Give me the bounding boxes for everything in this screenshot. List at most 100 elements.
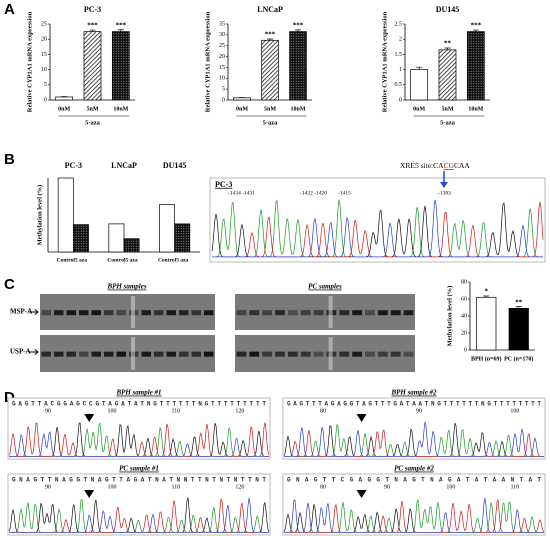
x-tick-label: 0nM [58, 106, 70, 112]
gel-band [403, 351, 414, 357]
gel-band [262, 351, 273, 357]
y-axis-label: Relative CYP1A1 mRNA expression [26, 11, 33, 112]
y-tick-label: 35 [219, 21, 225, 27]
y-axis-label: Methylation level (%) [446, 286, 453, 347]
y-tick-label: 15 [219, 65, 225, 71]
position-label: -1422 -1420 [300, 190, 327, 196]
chart-title: PC-3 [84, 5, 101, 14]
gel [40, 335, 215, 372]
x-tick-label: 5nM [264, 106, 276, 112]
trace-frame [209, 177, 546, 263]
gel [235, 335, 415, 372]
y-tick-label: 1 [399, 67, 402, 73]
bar [123, 238, 140, 253]
error-bar [515, 306, 522, 309]
gel-band [116, 351, 126, 357]
bar [55, 96, 74, 101]
bar [72, 224, 89, 253]
y-tick-label: 20 [461, 330, 467, 336]
y-tick-label: 80 [461, 279, 467, 285]
gel-band [313, 310, 324, 316]
y-tick-label: 10 [219, 76, 225, 82]
gel-band [204, 310, 214, 316]
gel-marker [131, 296, 135, 328]
gel-band [390, 310, 401, 316]
gel-band [104, 351, 114, 357]
significance: *** [265, 31, 276, 39]
y-tick-label: 0.5 [395, 82, 403, 88]
bar [476, 296, 497, 351]
gel-band [249, 310, 260, 316]
chart-title: LNCaP [257, 5, 283, 14]
gel [40, 294, 215, 330]
gel-band [104, 310, 114, 316]
gel-band [66, 310, 76, 316]
y-tick-label: 15 [41, 52, 47, 58]
y-tick-label: 1.5 [395, 52, 403, 58]
gel-band [403, 310, 414, 316]
position-label: -1415 [338, 190, 351, 196]
gel-band [191, 310, 201, 316]
x-tick-label: 5nM [442, 106, 454, 112]
x-tick-label: 10nM [291, 106, 306, 112]
gel-band [287, 310, 298, 316]
sequence: GAGTTTAGAGGTAGTTTGATAATNGTTTTTTNGTTTTTTT… [287, 401, 541, 408]
y-tick-label: 20 [41, 37, 47, 43]
trace [212, 199, 543, 258]
marker-arrow [356, 414, 367, 422]
bar [159, 204, 176, 253]
gel-band [365, 351, 375, 357]
y-tick-label: 5 [222, 87, 225, 93]
y-tick-label: 60 [461, 296, 467, 302]
y-tick-label: 10 [41, 67, 47, 73]
gel-band [287, 351, 298, 357]
bar [508, 308, 529, 351]
bar [466, 31, 485, 101]
marker-arrow [84, 490, 95, 498]
position-label: 90 [416, 408, 422, 414]
gel-band [191, 351, 201, 357]
significance: ** [444, 40, 452, 48]
x-tick-label: 0nM [236, 106, 248, 112]
bar [261, 39, 279, 101]
gel-band [179, 351, 189, 357]
x-tick-label: 5 aza [126, 257, 138, 263]
row-label: USP-A [10, 348, 31, 356]
group-label: DU145 [163, 161, 187, 170]
x-tick-label: 10nM [468, 106, 483, 112]
position-label: 110 [172, 484, 181, 490]
x-tick-label: 5 aza [176, 257, 188, 263]
bar [108, 223, 125, 253]
position-label: 120 [235, 408, 244, 414]
gel-band [79, 351, 89, 357]
x-tick-label: 5nM [87, 106, 99, 112]
bar [410, 69, 429, 101]
x-axis-label: 5-aza [85, 119, 101, 126]
gel-band [41, 310, 51, 316]
gel-band [365, 310, 375, 316]
gel-band [339, 351, 350, 357]
trace-frame [282, 473, 546, 536]
gel-band [91, 310, 101, 316]
gel-band [154, 310, 164, 316]
y-axis-label: Relative CYP1A1 mRNA expression [204, 11, 211, 112]
group-label: PC-3 [65, 161, 82, 170]
significance: *** [116, 21, 127, 29]
x-tick-label: PC (n=170) [504, 355, 533, 362]
significance: ** [515, 298, 523, 306]
gel-band [166, 310, 176, 316]
y-tick-label: 25 [219, 43, 225, 49]
y-tick-label: 25 [41, 21, 47, 27]
gel-band [179, 310, 189, 316]
error-bar [89, 29, 96, 32]
bar [111, 31, 130, 101]
trace-title: BPH sample #1 [115, 389, 161, 397]
y-tick-label: 40 [461, 313, 467, 319]
trace-frame [7, 473, 271, 536]
y-axis-label: Methylation level (%) [36, 185, 43, 246]
trace-title: PC sample #2 [394, 465, 434, 473]
gel-band [54, 351, 64, 357]
trace-title: PC sample #1 [119, 465, 159, 473]
y-tick-label: 2 [399, 37, 402, 43]
